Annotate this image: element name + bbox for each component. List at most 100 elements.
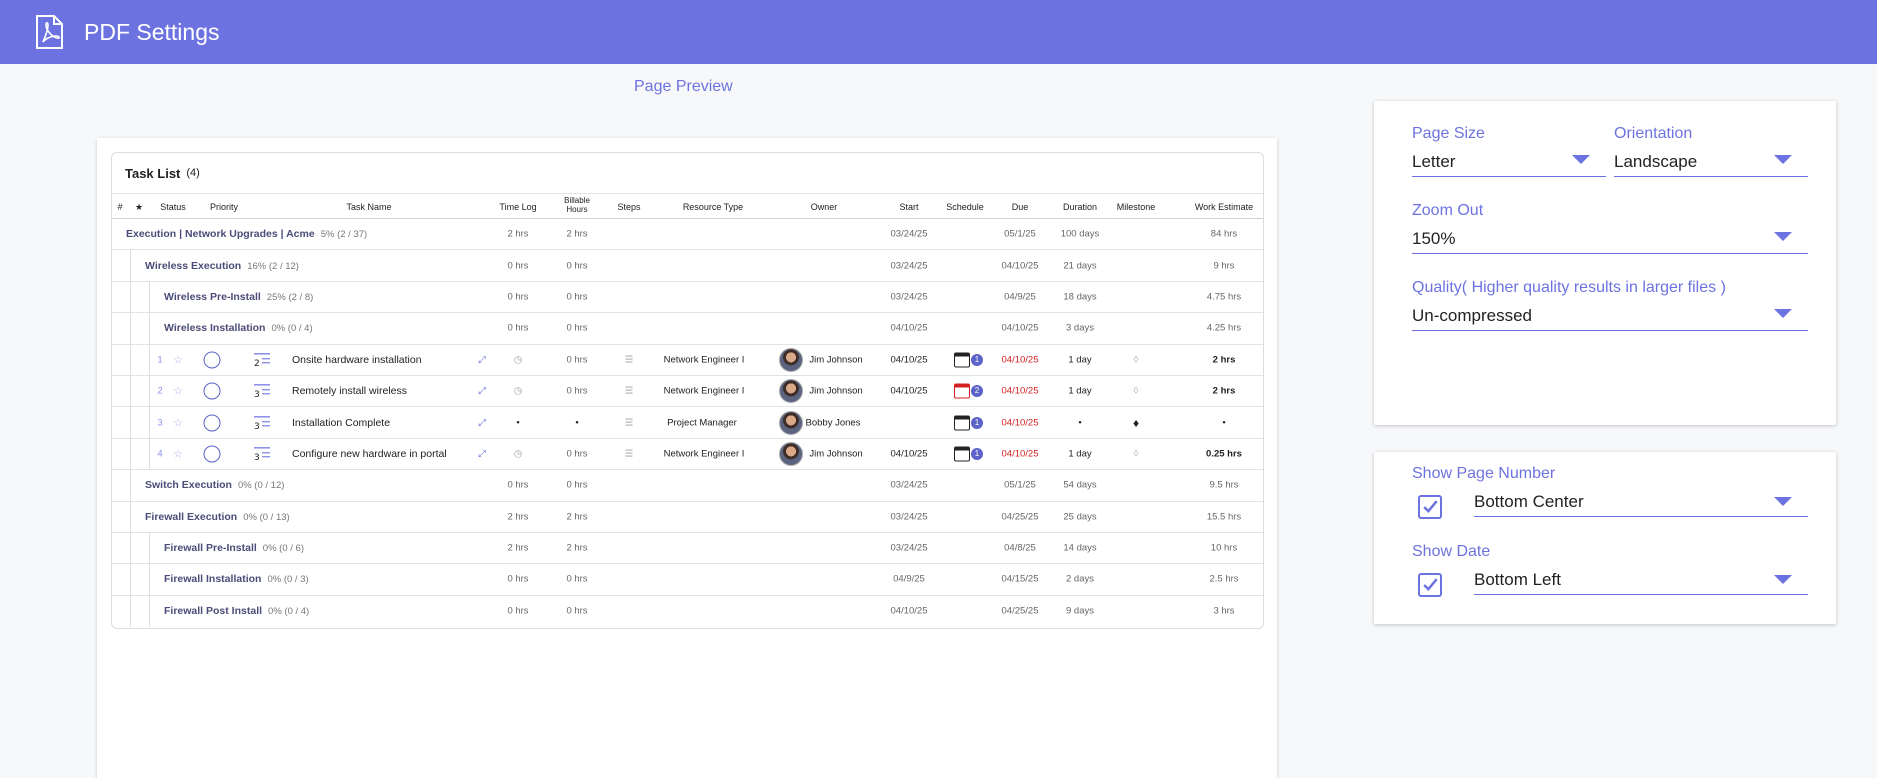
task-name[interactable]: Installation Complete <box>292 416 391 429</box>
group-title[interactable]: Firewall Installation 0% (0 / 3) <box>164 573 309 585</box>
expand-icon[interactable]: ⤢ <box>478 354 486 366</box>
group-row[interactable]: Firewall Pre-Install 0% (0 / 6) 2 hrs 2 h… <box>112 532 1263 565</box>
group-row[interactable]: Firewall Execution 0% (0 / 13) 2 hrs 2 hr… <box>112 501 1263 533</box>
group-title[interactable]: Firewall Post Install 0% (0 / 4) <box>164 605 309 617</box>
star-icon[interactable]: ☆ <box>173 417 183 430</box>
task-name[interactable]: Remotely install wireless <box>292 385 407 398</box>
milestone-icon[interactable]: ◊ <box>1133 448 1139 460</box>
milestone-icon[interactable]: ◊ <box>1133 354 1139 366</box>
group-row[interactable]: Wireless Execution 16% (2 / 12) 0 hrs 0 h… <box>112 250 1263 282</box>
task-duration: 1 day <box>1068 448 1092 460</box>
task-name[interactable]: Onsite hardware installation <box>292 353 422 366</box>
task-estimate: 2 hrs <box>1212 385 1236 397</box>
orientation-value[interactable]: Landscape <box>1614 147 1808 177</box>
page-number-position-value[interactable]: Bottom Center <box>1474 487 1808 517</box>
date-checkbox[interactable] <box>1418 573 1442 597</box>
clock-icon[interactable]: ◷ <box>513 448 523 460</box>
col-time-log: Time Log <box>499 202 537 212</box>
page-number-checkbox[interactable] <box>1418 495 1442 519</box>
priority-icon[interactable]: 2 <box>253 352 271 368</box>
group-title[interactable]: Wireless Execution 16% (2 / 12) <box>145 260 299 272</box>
group-duration: 100 days <box>1060 228 1100 240</box>
star-icon[interactable]: ☆ <box>173 385 183 398</box>
group-time-log: 2 hrs <box>507 511 529 523</box>
expand-icon[interactable]: ⤢ <box>478 417 486 429</box>
chevron-down-icon[interactable] <box>1774 497 1792 506</box>
chevron-down-icon[interactable] <box>1774 575 1792 584</box>
group-row[interactable]: Firewall Post Install 0% (0 / 4) 0 hrs 0 … <box>112 595 1263 628</box>
task-row[interactable]: 1 ☆ 2 Onsite hardware installation ⤢ ◷ 0… <box>112 344 1263 376</box>
star-icon[interactable]: ☆ <box>173 448 183 461</box>
schedule-calendar-icon[interactable] <box>954 383 970 399</box>
group-start: 04/10/25 <box>890 605 928 617</box>
expand-icon[interactable]: ⤢ <box>478 385 486 397</box>
task-due: 04/10/25 <box>1001 448 1039 460</box>
group-duration: 25 days <box>1063 511 1097 523</box>
group-row[interactable]: Firewall Installation 0% (0 / 3) 0 hrs 0 … <box>112 564 1263 596</box>
page-size-value[interactable]: Letter <box>1412 147 1606 177</box>
date-position-value[interactable]: Bottom Left <box>1474 565 1808 595</box>
quality-select[interactable]: Quality( Higher quality results in large… <box>1412 279 1808 331</box>
clock-icon[interactable]: ◷ <box>513 354 523 366</box>
priority-icon[interactable]: 3 <box>253 446 271 462</box>
group-title[interactable]: Switch Execution 0% (0 / 12) <box>145 479 284 491</box>
status-circle-icon[interactable] <box>203 382 221 400</box>
schedule-count-badge: 1 <box>971 416 983 429</box>
group-start: 03/24/25 <box>890 260 928 272</box>
task-row[interactable]: 3 ☆ 3 Installation Complete ⤢ • • ☰ Proj… <box>112 407 1263 439</box>
group-row[interactable]: Switch Execution 0% (0 / 12) 0 hrs 0 hrs … <box>112 470 1263 502</box>
orientation-select[interactable]: Orientation Landscape <box>1614 125 1808 177</box>
priority-icon[interactable]: 3 <box>253 415 271 431</box>
page-size-select[interactable]: Page Size Letter <box>1412 125 1606 177</box>
schedule-calendar-icon[interactable] <box>954 446 970 462</box>
milestone-icon[interactable]: ◊ <box>1133 385 1139 397</box>
quality-value[interactable]: Un-compressed <box>1412 301 1808 331</box>
task-name[interactable]: Configure new hardware in portal <box>292 447 447 460</box>
chevron-down-icon[interactable] <box>1774 232 1792 241</box>
status-circle-icon[interactable] <box>203 351 221 369</box>
zoom-value[interactable]: 150% <box>1412 224 1808 254</box>
steps-icon[interactable]: ☰ <box>624 354 634 366</box>
avatar <box>779 441 803 466</box>
chevron-down-icon[interactable] <box>1774 309 1792 318</box>
indent-guide <box>149 313 150 344</box>
col-owner: Owner <box>810 202 838 212</box>
group-duration: 14 days <box>1063 542 1097 554</box>
preview-label: Page Preview <box>634 78 733 95</box>
priority-icon[interactable]: 3 <box>253 383 271 399</box>
group-row[interactable]: Wireless Installation 0% (0 / 4) 0 hrs 0 … <box>112 313 1263 345</box>
task-billable: • <box>575 417 579 429</box>
group-title[interactable]: Wireless Installation 0% (0 / 4) <box>164 322 313 334</box>
steps-icon[interactable]: ☰ <box>624 417 634 429</box>
milestone-icon[interactable]: ♦ <box>1132 415 1140 430</box>
group-name: Wireless Execution <box>145 259 242 272</box>
indent-guide <box>149 564 150 595</box>
group-progress: 16% (2 / 12) <box>247 260 299 272</box>
schedule-calendar-icon[interactable] <box>954 352 970 368</box>
task-resource-type: Network Engineer I <box>663 385 745 397</box>
steps-icon[interactable]: ☰ <box>624 385 634 397</box>
chevron-down-icon[interactable] <box>1572 155 1590 164</box>
group-title[interactable]: Firewall Pre-Install 0% (0 / 6) <box>164 542 304 554</box>
zoom-select[interactable]: Zoom Out 150% <box>1412 202 1808 254</box>
schedule-calendar-icon[interactable] <box>954 415 970 431</box>
indent-guide <box>130 344 131 375</box>
chevron-down-icon[interactable] <box>1774 155 1792 164</box>
expand-icon[interactable]: ⤢ <box>478 448 486 460</box>
steps-icon[interactable]: ☰ <box>624 448 634 460</box>
group-title[interactable]: Firewall Execution 0% (0 / 13) <box>145 511 290 523</box>
group-title[interactable]: Wireless Pre-Install 25% (2 / 8) <box>164 291 313 303</box>
star-icon[interactable]: ☆ <box>173 354 183 367</box>
task-row[interactable]: 2 ☆ 3 Remotely install wireless ⤢ ◷ 0 hr… <box>112 375 1263 408</box>
status-circle-icon[interactable] <box>203 445 221 463</box>
group-title[interactable]: Execution | Network Upgrades | Acme 5% (2… <box>126 228 367 240</box>
status-circle-icon[interactable] <box>203 414 221 432</box>
group-row[interactable]: Wireless Pre-Install 25% (2 / 8) 0 hrs 0 … <box>112 281 1263 314</box>
task-duration: 1 day <box>1068 385 1092 397</box>
group-row[interactable]: Execution | Network Upgrades | Acme 5% (2… <box>112 219 1263 251</box>
clock-icon[interactable]: ◷ <box>513 385 523 397</box>
group-time-log: 2 hrs <box>507 228 529 240</box>
group-due: 04/25/25 <box>1001 511 1039 523</box>
task-estimate: 0.25 hrs <box>1206 448 1242 460</box>
task-row[interactable]: 4 ☆ 3 Configure new hardware in portal ⤢… <box>112 438 1263 471</box>
